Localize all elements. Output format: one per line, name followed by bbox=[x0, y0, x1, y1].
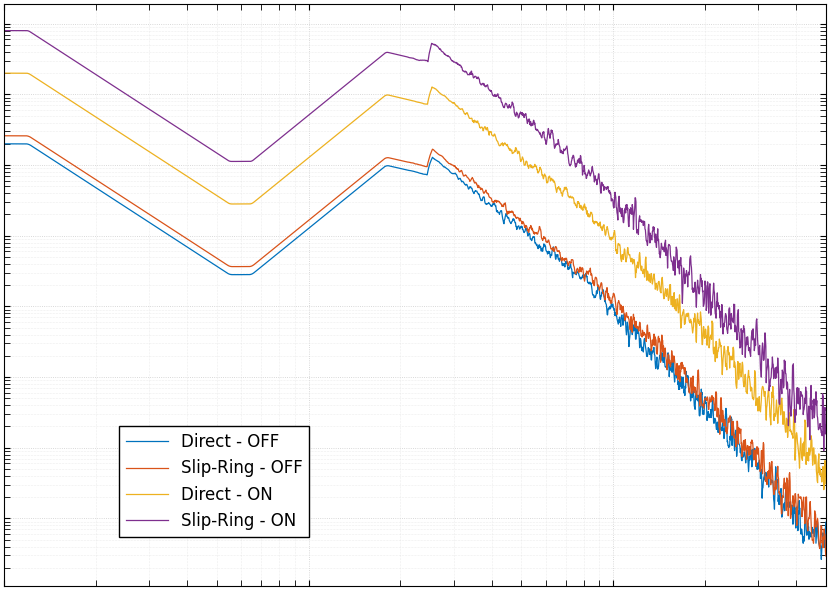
Direct - ON bbox=[797, 454, 807, 461]
Direct - OFF bbox=[817, 556, 827, 563]
Slip-Ring - OFF bbox=[798, 509, 808, 516]
Slip-Ring - OFF bbox=[42, 144, 51, 151]
Direct - OFF bbox=[798, 531, 808, 538]
Slip-Ring - OFF bbox=[0, 132, 9, 139]
Direct - ON bbox=[399, 95, 409, 102]
Direct - OFF bbox=[399, 166, 409, 173]
Slip-Ring - OFF bbox=[378, 157, 388, 164]
Direct - ON bbox=[821, 480, 830, 487]
Slip-Ring - ON bbox=[797, 392, 807, 399]
Direct - ON bbox=[42, 81, 51, 88]
Slip-Ring - ON bbox=[0, 27, 9, 34]
Slip-Ring - OFF bbox=[647, 346, 657, 353]
Slip-Ring - ON bbox=[398, 53, 408, 60]
Slip-Ring - ON bbox=[377, 52, 387, 59]
Direct - OFF bbox=[0, 140, 9, 148]
Slip-Ring - ON bbox=[42, 38, 51, 45]
Legend: Direct - OFF, Slip-Ring - OFF, Direct - ON, Slip-Ring - ON: Direct - OFF, Slip-Ring - OFF, Direct - … bbox=[120, 427, 310, 537]
Direct - OFF bbox=[42, 152, 51, 159]
Slip-Ring - OFF bbox=[0, 132, 10, 139]
Slip-Ring - ON bbox=[819, 447, 829, 454]
Direct - ON bbox=[819, 486, 829, 493]
Slip-Ring - ON bbox=[797, 393, 807, 400]
Line: Direct - OFF: Direct - OFF bbox=[4, 144, 826, 559]
Line: Direct - ON: Direct - ON bbox=[4, 73, 826, 490]
Line: Slip-Ring - OFF: Slip-Ring - OFF bbox=[4, 136, 826, 556]
Direct - ON bbox=[0, 70, 9, 77]
Slip-Ring - OFF bbox=[399, 158, 409, 165]
Direct - ON bbox=[378, 94, 388, 101]
Direct - OFF bbox=[647, 356, 657, 363]
Direct - ON bbox=[1, 70, 11, 77]
Direct - OFF bbox=[378, 165, 388, 172]
Direct - OFF bbox=[797, 528, 807, 535]
Direct - ON bbox=[647, 271, 657, 278]
Direct - OFF bbox=[0, 140, 10, 148]
Direct - OFF bbox=[821, 519, 830, 526]
Line: Slip-Ring - ON: Slip-Ring - ON bbox=[4, 31, 826, 451]
Slip-Ring - ON bbox=[647, 232, 657, 240]
Direct - ON bbox=[798, 457, 808, 464]
Slip-Ring - OFF bbox=[797, 513, 807, 520]
Slip-Ring - OFF bbox=[821, 552, 830, 559]
Slip-Ring - ON bbox=[821, 422, 830, 429]
